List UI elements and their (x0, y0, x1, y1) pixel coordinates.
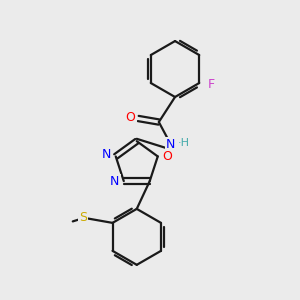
Text: F: F (208, 78, 215, 91)
Text: O: O (126, 110, 136, 124)
Text: N: N (102, 148, 112, 161)
Text: S: S (79, 211, 87, 224)
Text: N: N (166, 138, 175, 151)
Text: O: O (162, 150, 172, 163)
Text: ·H: ·H (178, 138, 190, 148)
Text: N: N (110, 175, 120, 188)
